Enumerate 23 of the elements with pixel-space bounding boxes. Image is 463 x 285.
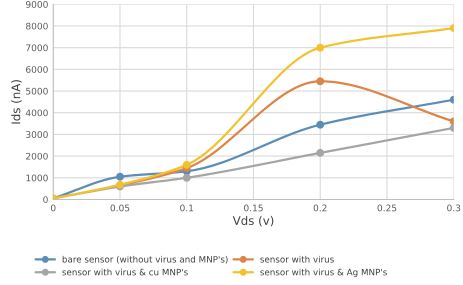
y-axis-title: Ids (nA) [11,80,22,124]
y-tick-label: 4000 [26,109,48,116]
legend-label: sensor with virus & cu MNP's [62,268,188,276]
y-tick-label: 8000 [26,22,48,30]
x-tick-label: 0.1 [180,204,194,212]
x-tick-label: 0.05 [110,204,130,212]
x-axis-title: Vds (v) [232,216,274,226]
legend-label: sensor with virus [260,256,334,263]
x-tick-label: 0 [50,204,56,212]
y-tick-label: 7000 [26,44,48,52]
y-tick-label: 3000 [26,131,48,138]
x-tick-label: 0.25 [378,204,396,212]
y-tick-label: 1000 [26,174,48,182]
legend-label: sensor with virus & Ag MNP's [260,268,387,278]
y-tick-label: 0 [43,196,48,204]
x-tick-label: 0.15 [244,204,263,212]
legend-label: bare sensor (without virus and MNP's) [62,256,228,264]
y-tick-label: 9000 [26,1,48,8]
x-tick-label: 0.3 [447,204,460,212]
y-tick-label: 6000 [26,66,48,73]
x-tick-label: 0.2 [314,204,327,212]
y-tick-label: 2000 [26,152,48,160]
y-tick-label: 5000 [26,88,48,95]
